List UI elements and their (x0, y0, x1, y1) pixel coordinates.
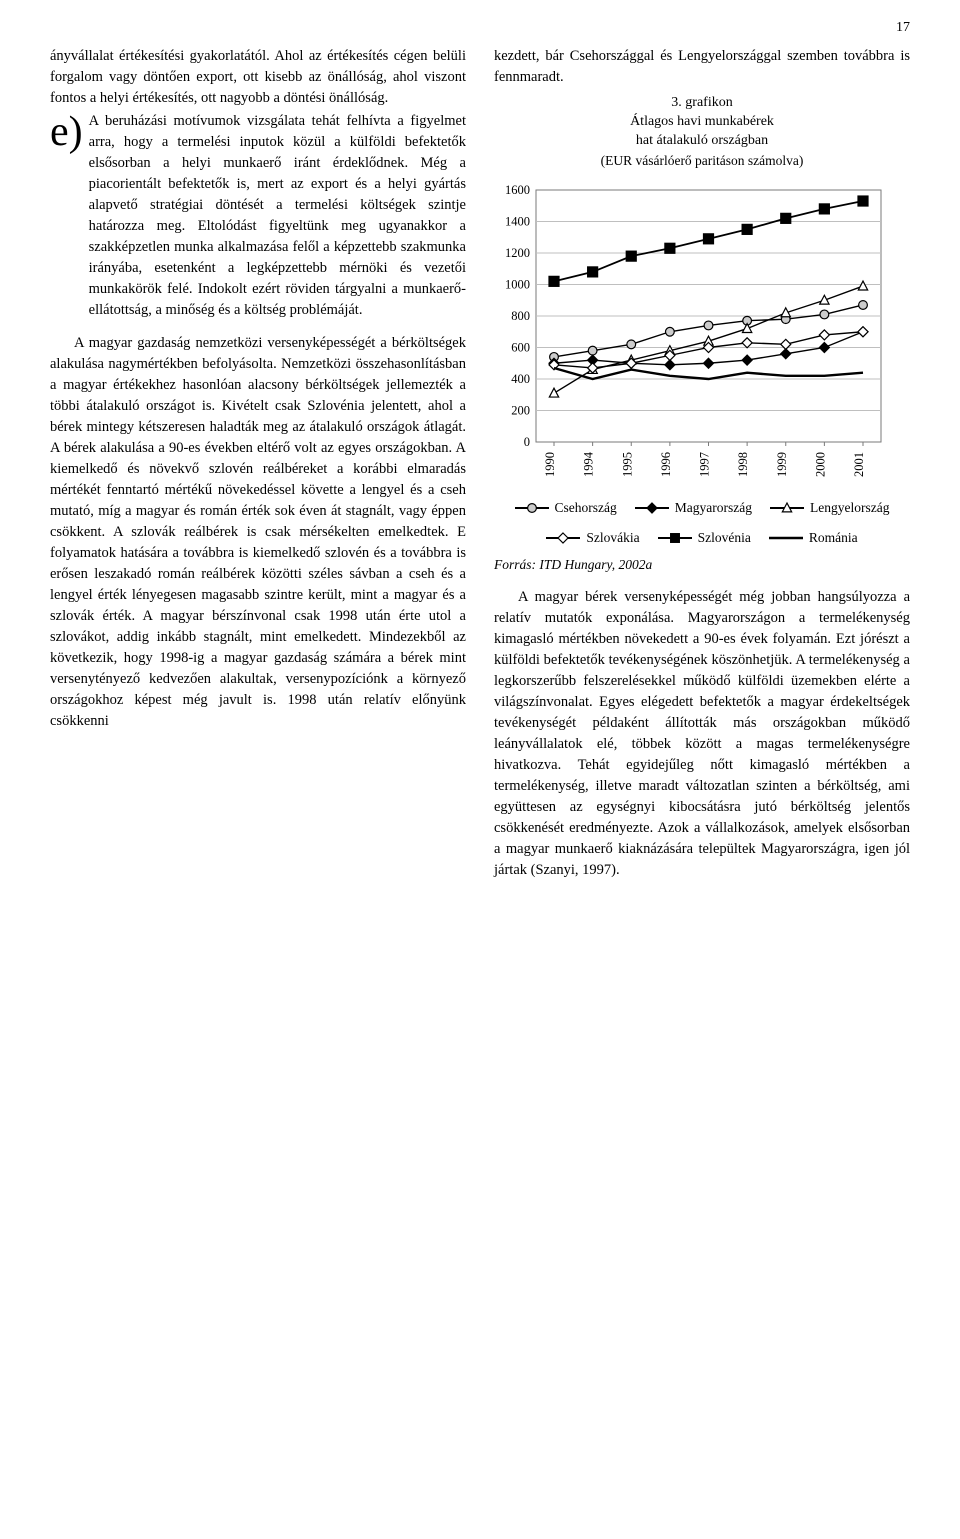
svg-text:1000: 1000 (505, 278, 530, 292)
right-para-1: kezdett, bár Csehországgal és Lengyelors… (494, 46, 910, 88)
line-chart: 0 200 400 600 800 1000 1200 1400 1600 1990 1994 199… (494, 180, 894, 490)
svg-text:600: 600 (511, 341, 530, 355)
svg-text:2000: 2000 (813, 452, 827, 477)
svg-text:1990: 1990 (543, 452, 557, 477)
svg-text:200: 200 (511, 404, 530, 418)
svg-text:1600: 1600 (505, 183, 530, 197)
right-column: kezdett, bár Csehországgal és Lengyelors… (494, 46, 910, 883)
legend-label: Szlovákia (586, 528, 639, 548)
left-para-3: A magyar gazdaság nemzetközi versenyképe… (50, 333, 466, 732)
legend-label: Szlovénia (698, 528, 751, 548)
two-column-layout: ányvállalat értékesítési gyakorlatától. … (50, 46, 910, 883)
legend-item: Szlovákia (546, 528, 639, 548)
svg-text:1996: 1996 (659, 452, 673, 477)
legend-item: Csehország (515, 498, 617, 518)
legend-item: Lengyelország (770, 498, 889, 518)
svg-text:1997: 1997 (698, 452, 712, 477)
left-column: ányvállalat értékesítési gyakorlatától. … (50, 46, 466, 883)
svg-text:1999: 1999 (775, 452, 789, 477)
svg-text:1998: 1998 (736, 452, 750, 477)
dropcap-block: e) A beruházási motívumok vizsgálata teh… (50, 111, 466, 321)
svg-text:1400: 1400 (505, 215, 530, 229)
legend-item: Románia (769, 528, 858, 548)
right-para-2: A magyar bérek versenyképességét még job… (494, 587, 910, 881)
svg-text:2001: 2001 (852, 452, 866, 477)
chart-caption-2: Átlagos havi munkabérek (494, 113, 910, 132)
svg-text:0: 0 (524, 435, 530, 449)
svg-text:800: 800 (511, 309, 530, 323)
chart-source: Forrás: ITD Hungary, 2002a (494, 555, 910, 575)
legend-item: Magyarország (635, 498, 752, 518)
chart-caption-3: hat átalakuló országban (494, 132, 910, 151)
legend-label: Lengyelország (810, 498, 889, 518)
left-para-1: ányvállalat értékesítési gyakorlatától. … (50, 46, 466, 109)
chart-block: 3. grafikon Átlagos havi munkabérek hat … (494, 94, 910, 575)
legend-label: Csehország (555, 498, 617, 518)
chart-svg-container: 0 200 400 600 800 1000 1200 1400 1600 1990 1994 199… (494, 180, 910, 490)
chart-legend: Csehország Magyarország Lengyelország Szlov… (494, 498, 910, 547)
svg-text:400: 400 (511, 372, 530, 386)
legend-item: Szlovénia (658, 528, 751, 548)
chart-caption-4: (EUR vásárlóerő paritáson számolva) (494, 151, 910, 171)
dropcap-e: e) (50, 115, 83, 151)
legend-label: Magyarország (675, 498, 752, 518)
page-number: 17 (896, 18, 910, 38)
left-para-2: A beruházási motívumok vizsgálata tehát … (89, 111, 466, 321)
chart-caption-1: 3. grafikon (494, 94, 910, 113)
page: 17 ányvállalat értékesítési gyakorlatátó… (0, 0, 960, 923)
svg-text:1200: 1200 (505, 246, 530, 260)
svg-text:1995: 1995 (620, 452, 634, 477)
legend-label: Románia (809, 528, 858, 548)
svg-text:1994: 1994 (582, 452, 596, 478)
